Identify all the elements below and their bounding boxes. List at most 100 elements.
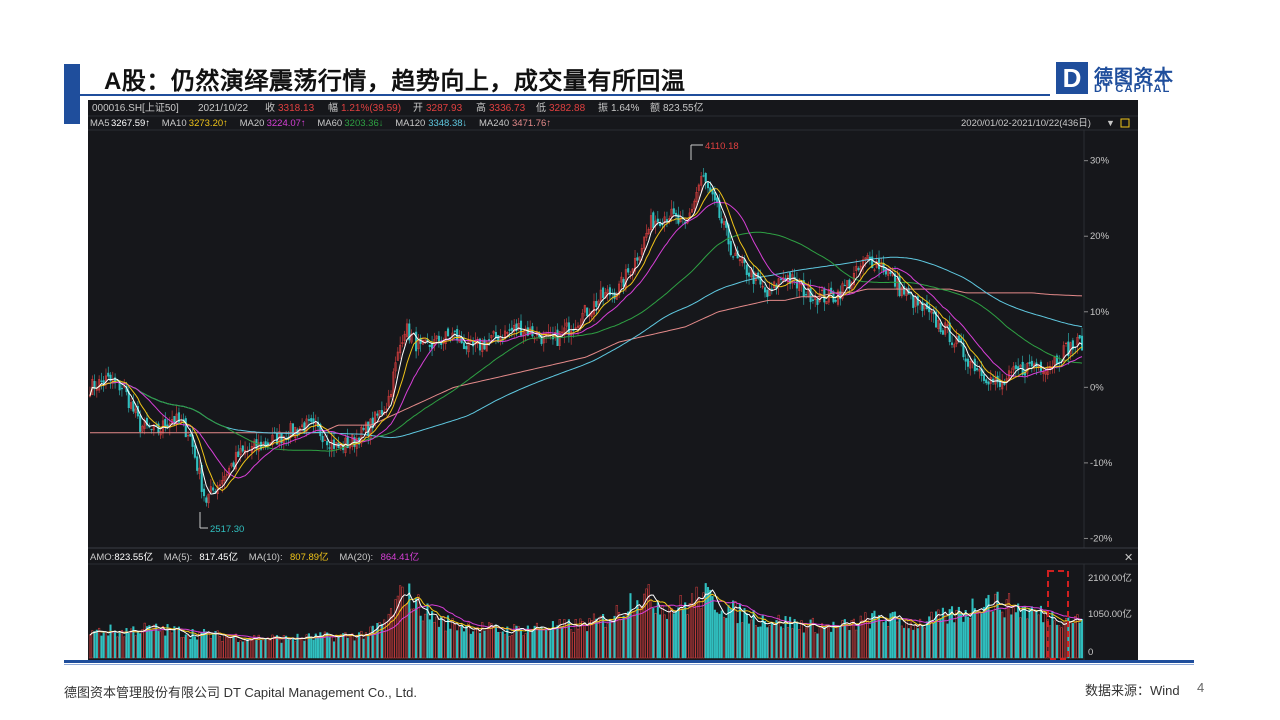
volume-bar <box>690 593 694 659</box>
volume-bar <box>488 622 491 659</box>
volume-bar <box>773 624 776 659</box>
candle-body <box>932 311 935 315</box>
candle-body <box>469 340 472 342</box>
volume-bar <box>618 612 621 659</box>
candle-body <box>221 480 224 485</box>
candle-body <box>645 232 648 238</box>
volume-bar <box>116 636 119 659</box>
volume-bar <box>720 610 723 659</box>
volume-bar <box>262 639 265 659</box>
candle-body <box>1023 371 1027 376</box>
header-low-label: 低 <box>536 101 546 114</box>
candle-body <box>485 341 488 352</box>
volume-bar <box>565 622 568 659</box>
ma-legend-name-2: MA20 <box>240 118 265 129</box>
candle-body <box>367 421 370 436</box>
volume-bar <box>766 627 769 659</box>
volume-bar <box>506 626 509 659</box>
volume-bar <box>907 628 910 659</box>
volume-bar <box>478 632 482 659</box>
candle-body <box>531 326 534 337</box>
low-annotation: 2517.30 <box>210 524 244 535</box>
volume-bar <box>736 623 739 659</box>
volume-bar <box>515 625 518 659</box>
candle-body <box>303 422 306 432</box>
candle-body <box>864 257 867 260</box>
volume-bar <box>171 632 174 659</box>
candle-body <box>834 299 837 302</box>
volume-bar <box>100 635 103 659</box>
volume-bar <box>606 623 609 659</box>
candle-body <box>966 358 970 367</box>
volume-bar <box>633 610 637 659</box>
candle-body <box>232 462 235 468</box>
candle-body <box>93 381 96 390</box>
volume-bar <box>476 626 479 659</box>
candle-body <box>597 300 600 305</box>
candle-body <box>884 268 887 275</box>
volume-bar <box>458 626 461 659</box>
volume-bar <box>757 626 760 659</box>
candle-body <box>916 296 919 306</box>
ma-legend-name-5: MA240 <box>479 118 509 129</box>
volume-bar <box>937 609 940 659</box>
volume-bar <box>408 583 411 659</box>
volume-bar <box>702 592 705 659</box>
volume-bar <box>244 639 247 659</box>
volume-bar <box>191 629 194 659</box>
volume-bar <box>893 611 897 659</box>
volume-bar <box>684 602 687 659</box>
candle-body <box>389 394 393 398</box>
candle-body <box>394 362 397 372</box>
candle-body <box>875 261 878 268</box>
candle-body <box>180 421 183 423</box>
volume-bar <box>798 629 801 659</box>
candle-body <box>814 297 817 301</box>
volume-bar <box>474 628 477 659</box>
volume-bar <box>492 625 495 659</box>
volume-bar <box>102 631 105 659</box>
volume-bar <box>802 632 805 659</box>
volume-bar <box>526 625 529 659</box>
volume-bar <box>549 630 552 659</box>
candle-body <box>759 276 762 285</box>
vol-legend-name-2: MA(10): <box>249 552 283 563</box>
volume-bar <box>339 634 342 659</box>
volume-close-icon[interactable]: ✕ <box>1124 552 1133 564</box>
volume-bar <box>862 619 865 659</box>
volume-bar <box>554 628 557 659</box>
volume-bar <box>889 613 892 659</box>
candle-body <box>818 293 821 302</box>
candle-body <box>633 257 637 272</box>
logo-en: DT CAPITAL <box>1094 83 1171 95</box>
lock-icon[interactable] <box>1120 118 1130 128</box>
candle-body <box>643 236 646 249</box>
candle-body <box>510 327 513 331</box>
candle-body <box>663 216 666 224</box>
candle-body <box>374 411 377 426</box>
volume-bar <box>130 628 133 659</box>
volume-bar <box>713 609 716 659</box>
candle-body <box>805 294 808 296</box>
volume-bar <box>426 603 429 659</box>
volume-bar <box>337 634 340 659</box>
candle-body <box>857 267 860 271</box>
footer-company: 德图资本管理股份有限公司 DT Capital Management Co., … <box>64 685 418 700</box>
candle-body <box>618 283 621 295</box>
header-close: 3318.13 <box>278 103 315 114</box>
volume-bar <box>586 631 589 659</box>
candle-body <box>164 419 167 428</box>
volume-bar <box>711 596 714 659</box>
volume-bar <box>367 636 370 659</box>
volume-bar <box>882 622 885 659</box>
candle-body <box>754 273 757 281</box>
candle-body <box>547 332 550 335</box>
volume-bar <box>567 619 570 659</box>
volume-bar <box>446 615 450 659</box>
volume-bar <box>656 602 659 659</box>
volume-bar <box>914 625 917 659</box>
candle-body <box>985 379 988 384</box>
range-dropdown-icon[interactable]: ▼ <box>1106 118 1115 128</box>
volume-bar <box>1039 605 1042 659</box>
volume-bar <box>483 630 486 659</box>
